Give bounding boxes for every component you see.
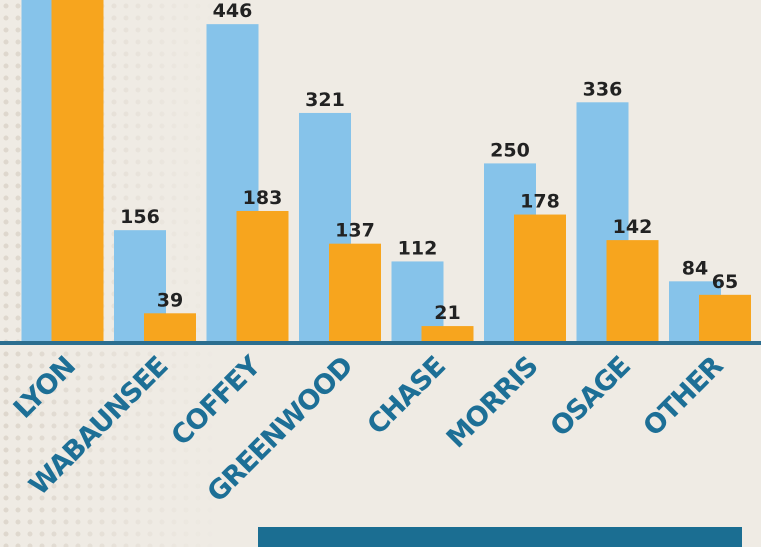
- bar: [421, 326, 474, 341]
- value-label: 21: [434, 302, 460, 324]
- value-label: 336: [583, 78, 623, 100]
- footer-bar: [258, 527, 742, 547]
- value-label: 183: [243, 187, 283, 209]
- bar: [606, 240, 659, 341]
- bar: [51, 0, 104, 342]
- bar: [514, 214, 566, 341]
- value-label: 156: [120, 206, 160, 228]
- value-label: 39: [157, 289, 183, 311]
- value-label: 137: [335, 220, 375, 242]
- value-label: 84: [682, 257, 708, 279]
- value-label: 112: [398, 237, 438, 259]
- bar: [144, 313, 196, 341]
- value-label: 321: [305, 89, 345, 111]
- value-label: 446: [213, 0, 253, 22]
- bar: [236, 210, 289, 341]
- value-label: 65: [712, 271, 738, 293]
- value-label: 178: [520, 191, 560, 213]
- bar: [699, 294, 751, 341]
- value-label: 250: [490, 139, 530, 161]
- value-label: 142: [613, 216, 653, 238]
- bar: [329, 243, 381, 341]
- baseline: [0, 341, 761, 345]
